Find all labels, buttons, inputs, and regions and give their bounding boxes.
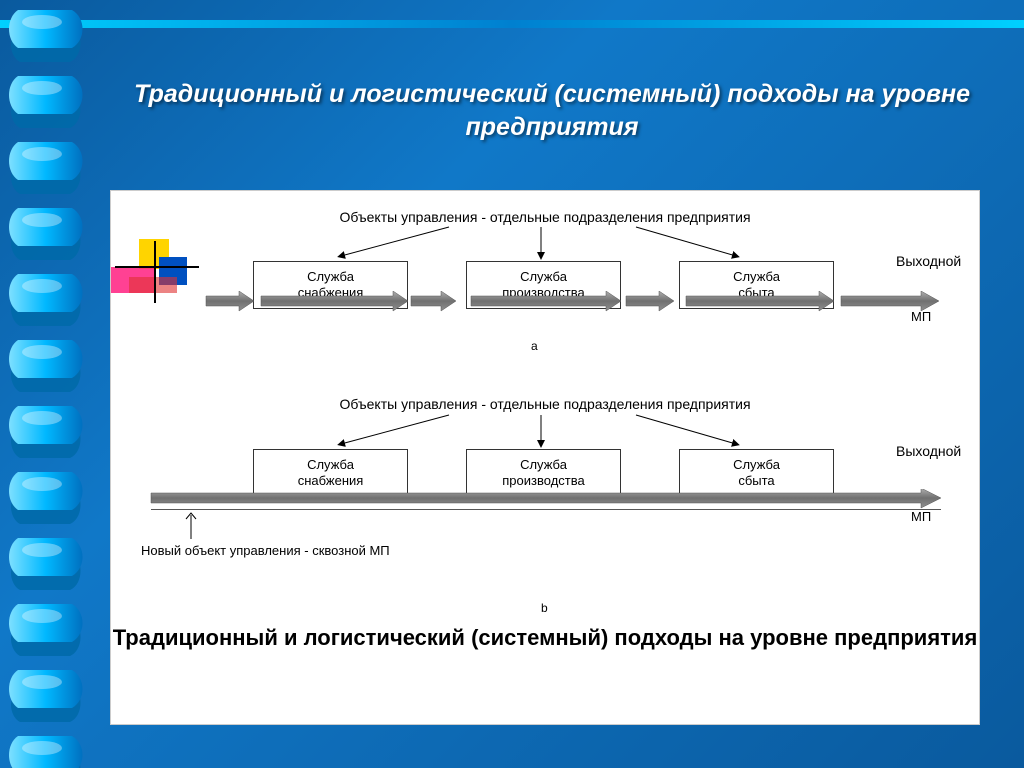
slide-top-border [0,20,1024,28]
label-marker-a: а [531,339,538,353]
label-mp-a: МП [911,309,931,324]
footer-pointer-arrow [181,511,201,541]
footer-label: Новый объект управления - сквозной МП [141,543,390,558]
pointer-arrows-b [111,379,981,459]
label-marker-b: b [541,601,548,615]
slide-title: Традиционный и логистический (системный)… [120,78,984,143]
label-mp-b: МП [911,509,931,524]
bottom-caption: Традиционный и логистический (системный)… [111,623,979,654]
flow-arrow-b [111,489,981,519]
diagram-panel: Объекты управления - отдельные подраздел… [110,190,980,725]
underline-b [151,509,941,510]
label-output-a: Выходной [896,253,961,269]
flow-arrows-a [111,291,981,331]
label-output-b: Выходной [896,443,961,459]
spiral-decoration: spiral segments [0,0,100,768]
